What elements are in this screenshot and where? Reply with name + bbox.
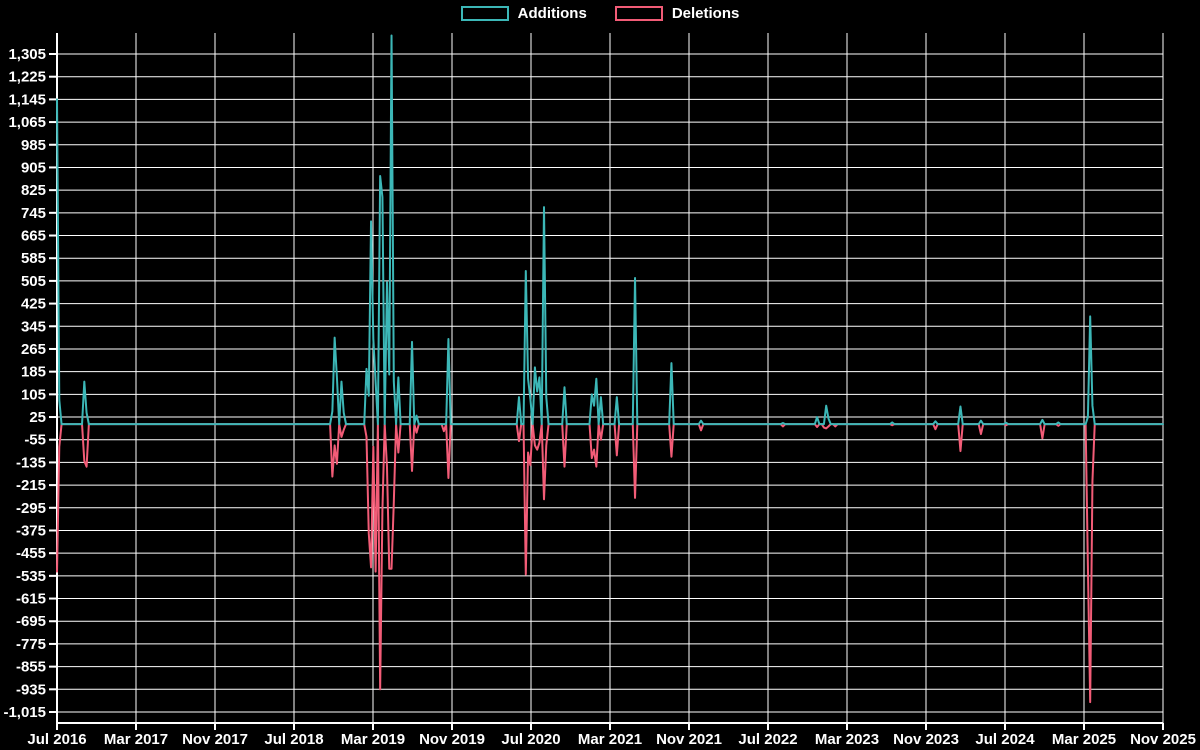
y-axis-tick-label: 585	[21, 250, 46, 267]
y-axis-tick-label: -135	[16, 454, 46, 471]
y-axis-tick-label: -295	[16, 500, 46, 517]
y-axis-tick-label: -215	[16, 477, 46, 494]
y-axis-tick-label: -375	[16, 522, 46, 539]
y-axis-tick-label: -855	[16, 659, 46, 676]
y-axis-tick-label: -775	[16, 636, 46, 653]
y-axis-tick-label: 745	[21, 205, 46, 222]
y-axis-tick-label: -615	[16, 591, 46, 608]
x-axis-tick-label: Nov 2017	[182, 731, 248, 748]
additions-swatch-icon	[460, 6, 509, 21]
y-axis-tick-label: -55	[24, 432, 46, 449]
x-axis-tick-label: Jul 2016	[27, 731, 86, 748]
x-axis-tick-label: Nov 2023	[893, 731, 959, 748]
y-axis-tick-label: -1,015	[3, 704, 46, 721]
deletions-legend-label: Deletions	[671, 5, 740, 22]
deletions-swatch-icon	[614, 6, 663, 21]
x-axis-tick-label: Jul 2022	[738, 731, 797, 748]
y-axis-tick-label: 1,305	[8, 46, 46, 63]
y-axis-tick-label: 425	[21, 296, 46, 313]
y-axis-tick-label: -455	[16, 545, 46, 562]
x-axis-tick-label: Nov 2025	[1130, 731, 1196, 748]
y-axis-tick-label: 985	[21, 137, 46, 154]
x-axis-tick-label: Nov 2021	[656, 731, 722, 748]
y-axis-tick-label: -935	[16, 681, 46, 698]
y-axis-tick-label: 1,065	[8, 114, 46, 131]
y-axis-tick-label: 105	[21, 386, 46, 403]
y-axis-tick-label: 905	[21, 159, 46, 176]
legend-item-additions[interactable]: Additions	[460, 5, 587, 22]
x-axis-tick-label: Mar 2021	[578, 731, 642, 748]
y-axis-tick-label: 345	[21, 318, 46, 335]
additions-legend-label: Additions	[517, 5, 587, 22]
y-axis-tick-label: 265	[21, 341, 46, 358]
y-axis-tick-label: 665	[21, 228, 46, 245]
x-axis-tick-label: Jul 2020	[501, 731, 560, 748]
x-axis-tick-label: Nov 2019	[419, 731, 485, 748]
y-axis-tick-label: 1,145	[8, 91, 46, 108]
chart-legend: Additions Deletions	[0, 6, 1200, 21]
y-axis-tick-label: 505	[21, 273, 46, 290]
x-axis-tick-label: Jul 2018	[264, 731, 323, 748]
y-axis-tick-label: 185	[21, 364, 46, 381]
y-axis-tick-label: 1,225	[8, 69, 46, 86]
x-axis-tick-label: Mar 2017	[104, 731, 168, 748]
y-axis-tick-label: 825	[21, 182, 46, 199]
x-axis-tick-label: Mar 2023	[815, 731, 879, 748]
y-axis-tick-label: -535	[16, 568, 46, 585]
y-axis-tick-label: -695	[16, 613, 46, 630]
x-axis-tick-label: Jul 2024	[975, 731, 1035, 748]
x-axis-tick-label: Mar 2025	[1052, 731, 1116, 748]
legend-item-deletions[interactable]: Deletions	[614, 5, 740, 22]
x-axis-tick-label: Mar 2019	[341, 731, 405, 748]
additions-line	[56, 34, 1164, 426]
y-axis-tick-label: 25	[29, 409, 46, 426]
